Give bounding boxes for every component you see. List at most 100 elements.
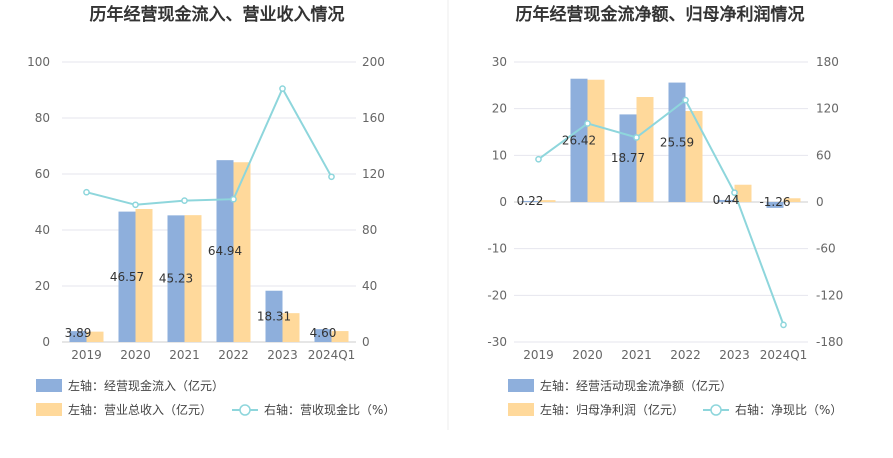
bar-series-1 [69,331,87,342]
bar-data-label: 26.42 [562,133,596,147]
line-point [633,134,640,141]
right-axis-tick-label: 120 [362,167,385,181]
bar-series-1 [668,82,686,202]
bar-data-label: -1.26 [759,195,790,209]
left-axis-tick-label: -20 [487,288,507,302]
category-label: 2022 [670,348,701,362]
bar-series-1 [314,329,332,342]
left-axis-tick-label: 60 [35,167,50,181]
line-point [328,173,335,181]
left-axis-tick-label: 40 [35,223,50,237]
bar-data-label: 46.57 [110,270,144,284]
category-label: 2019 [523,348,554,362]
right-axis-tick-label: 0 [362,335,370,349]
bar-series-2 [538,200,556,202]
bar-series-1 [717,199,735,202]
left-axis-tick-label: 20 [492,102,507,116]
legend-label: 右轴：营收现金比（%） [264,402,395,417]
line-series [537,98,785,326]
right-axis-tick-label: -180 [816,335,843,349]
right-axis-tick-label: 200 [362,55,385,69]
right-axis-tick-label: -60 [816,242,836,256]
chart-title: 历年经营现金流入、营业收入情况 [90,4,345,25]
bar-series-2 [685,111,703,202]
legend-swatch-bar2 [36,403,62,416]
right-axis-tick-label: -120 [816,288,843,302]
bar-data-label: 18.77 [611,151,645,165]
bar-data-label: 0.44 [713,193,740,207]
bar-data-label: 0.22 [517,194,544,208]
line-point [181,197,188,204]
category-label: 2019 [71,348,102,362]
line-point [584,120,591,127]
line-point [83,188,90,196]
bar-series-2 [587,79,605,202]
bar-series-1 [570,78,588,202]
right-axis-tick-label: 160 [362,111,385,125]
bar-data-label: 4.60 [310,326,337,340]
category-label: 2022 [218,348,249,362]
legend-label: 左轴：经营现金流入（亿元） [68,378,224,393]
line-series [86,86,333,206]
bar-data-label: 3.89 [65,326,92,340]
category-label: 2021 [169,348,200,362]
right-axis-tick-label: 40 [362,279,377,293]
line-point [731,189,738,197]
bar-series-2 [636,97,654,202]
category-label: 2020 [120,348,151,362]
line-point [682,96,689,104]
legend-label: 右轴：净现比（%） [735,402,842,417]
category-label: 2024Q1 [308,348,356,362]
bar-series-2 [135,209,153,342]
bar-data-label: 64.94 [208,244,242,258]
right-axis-tick-label: 120 [816,102,839,116]
right-axis-tick-label: 180 [816,55,839,69]
legend-swatch-bar2 [508,403,534,416]
left-axis-tick-label: 80 [35,111,50,125]
bar-series-2 [734,184,752,202]
legend-swatch-line-marker [710,404,722,416]
left-axis-tick-label: 30 [492,55,507,69]
legend-swatch-bar1 [36,379,62,392]
legend-label: 左轴：营业总收入（亿元） [68,402,212,417]
category-label: 2024Q1 [760,348,808,362]
left-axis-tick-label: -30 [487,335,507,349]
cash-inflow-revenue-chart: 历年经营现金流入、营业收入情况 0 20 40 60 80 100 0 40 80 120 160 20… [27,4,395,417]
left-axis-tick-label: 20 [35,279,50,293]
line-point [132,201,139,209]
left-axis-tick-label: 0 [499,195,507,209]
category-label: 2020 [572,348,603,362]
bar-series-1 [216,160,234,342]
legend-label: 左轴：归母净利润（亿元） [540,402,684,417]
bar-series-1 [118,211,136,342]
net-cashflow-profit-chart: 历年经营现金流净额、归母净利润情况 -30 -20 -10 0 10 20 30 -180 -12… [487,4,843,417]
right-axis-tick-label: 60 [816,148,831,162]
right-axis-tick-label: 80 [362,223,377,237]
bar-series-2 [86,331,104,342]
bar-data-label: 45.23 [159,272,193,286]
legend-swatch-line-marker [239,404,251,416]
bar-series-2 [282,313,300,342]
chart-title: 历年经营现金流净额、归母净利润情况 [516,4,805,25]
bar-series-1 [521,200,539,202]
bar-series-2 [783,198,801,202]
bar-series-2 [233,162,251,342]
category-label: 2023 [267,348,298,362]
bar-series-1 [766,202,784,208]
right-axis-tick-label: 0 [816,195,824,209]
left-axis-tick-label: 0 [42,335,50,349]
left-axis-tick-label: 10 [492,148,507,162]
left-axis-tick-label: 100 [27,55,50,69]
bar-series-2 [331,331,349,342]
category-label: 2023 [719,348,750,362]
category-label: 2021 [621,348,652,362]
bar-series-1 [167,215,185,342]
line-point [535,155,542,163]
bar-series-1 [265,290,283,342]
line-point [780,321,787,329]
bar-series-2 [184,215,202,342]
legend-label: 左轴：经营活动现金流净额（亿元） [540,378,732,393]
bar-data-label: 18.31 [257,309,291,323]
line-point [230,195,237,203]
